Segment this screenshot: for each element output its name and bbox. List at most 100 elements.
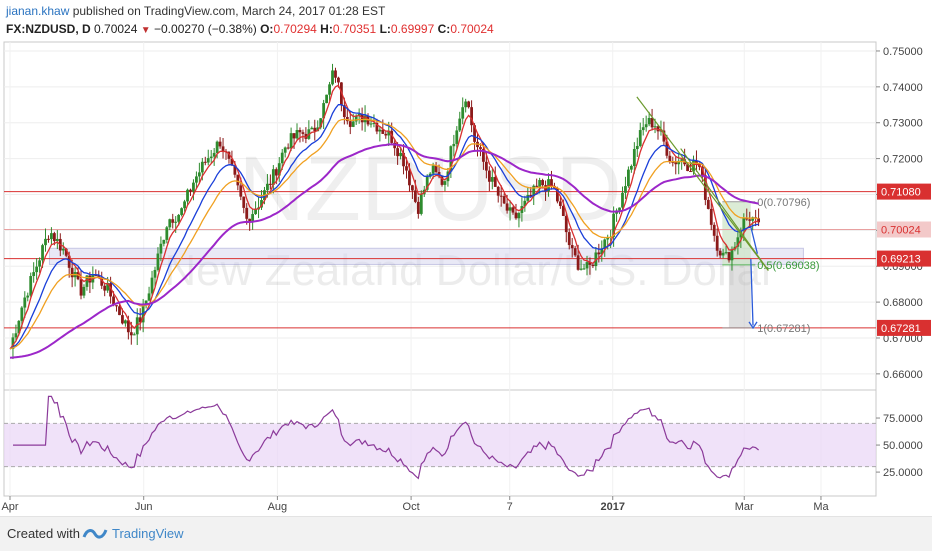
candle-body xyxy=(227,152,231,159)
candle-body xyxy=(61,248,65,251)
candle-body xyxy=(52,233,56,242)
candle-body xyxy=(298,130,302,133)
candle-body xyxy=(514,212,518,219)
candle-body xyxy=(153,269,157,278)
candle-body xyxy=(159,243,163,254)
candle-body xyxy=(378,129,382,132)
candle-body xyxy=(502,196,506,204)
candle-body xyxy=(97,275,101,277)
x-tick-label: Mar xyxy=(735,501,754,513)
candle-body xyxy=(100,276,104,286)
candle-body xyxy=(561,205,565,216)
candle-body xyxy=(529,194,533,197)
candle-body xyxy=(431,165,435,174)
candle-body xyxy=(624,186,627,193)
candle-body xyxy=(653,126,657,128)
high-value: 0.70351 xyxy=(332,22,377,36)
trendline-lower xyxy=(680,148,769,271)
candle-body xyxy=(274,169,278,176)
candle-body xyxy=(94,275,98,277)
candle-body xyxy=(310,127,314,130)
x-tick-label: Jun xyxy=(135,501,153,513)
candle-body xyxy=(375,122,379,132)
candle-body xyxy=(650,117,654,128)
candle-body xyxy=(109,283,113,297)
candle-body xyxy=(405,166,408,171)
candle-body xyxy=(748,219,752,221)
created-with-label: Created with xyxy=(7,526,80,541)
candle-body xyxy=(233,165,237,175)
candle-body xyxy=(47,238,50,240)
x-tick-label: Aug xyxy=(268,501,288,513)
candle-body xyxy=(718,250,722,256)
x-tick-label: 2017 xyxy=(600,501,624,513)
candle-body xyxy=(621,192,624,208)
candle-body xyxy=(452,143,456,147)
candle-body xyxy=(627,169,630,187)
candle-body xyxy=(730,249,734,261)
candle-body xyxy=(632,149,636,167)
candle-body xyxy=(112,296,115,306)
projection-arrow-2 xyxy=(750,259,754,326)
ema-fast-line xyxy=(9,84,759,350)
low-label: L: xyxy=(379,22,391,36)
candle-body xyxy=(600,249,604,255)
candle-body xyxy=(266,183,269,191)
author-link[interactable]: jianan.khaw xyxy=(6,4,70,18)
candle-body xyxy=(221,146,225,152)
low-value: 0.69997 xyxy=(390,22,435,36)
candle-body xyxy=(11,337,15,349)
candle-body xyxy=(351,121,355,127)
symbol-bar: FX:NZDUSD, D 0.70024 ▼ −0.00270 (−0.38%)… xyxy=(6,21,494,39)
footer: Created with TradingView xyxy=(0,516,932,551)
candle-body xyxy=(700,166,704,176)
candle-body xyxy=(289,133,293,149)
y-tick-label: 0.66000 xyxy=(883,369,923,381)
fib-level-label: 1(0.67281) xyxy=(757,323,810,335)
candle-body xyxy=(319,118,323,128)
candle-body xyxy=(535,185,539,187)
candle-body xyxy=(393,142,397,149)
candle-body xyxy=(484,161,488,171)
candle-body xyxy=(144,300,148,306)
open-value: 0.70294 xyxy=(273,22,317,36)
candle-body xyxy=(402,152,405,167)
candle-body xyxy=(721,252,725,256)
candle-body xyxy=(64,248,68,256)
candle-body xyxy=(239,185,243,197)
candle-body xyxy=(674,162,678,165)
candle-body xyxy=(35,266,39,273)
x-tick-label: Apr xyxy=(1,501,18,513)
candle-body xyxy=(458,118,462,131)
candle-body xyxy=(416,201,420,214)
candle-body xyxy=(665,141,669,156)
symbol-label[interactable]: FX:NZDUSD, D xyxy=(6,22,91,36)
price-label: 0.71080 xyxy=(881,187,921,199)
candle-body xyxy=(603,239,607,250)
candle-body xyxy=(79,279,83,296)
candle-body xyxy=(647,117,651,125)
candle-body xyxy=(76,272,80,280)
candle-body xyxy=(387,130,391,136)
candle-body xyxy=(369,123,373,125)
high-label: H: xyxy=(320,22,333,36)
arrow-head-icon xyxy=(748,321,758,330)
candle-body xyxy=(348,121,352,127)
candle-body xyxy=(511,207,515,213)
candle-body xyxy=(313,127,317,132)
candle-body xyxy=(174,221,178,223)
candle-body xyxy=(408,170,411,186)
x-tick-label: Oct xyxy=(403,501,420,513)
close-value: 0.70024 xyxy=(450,22,494,36)
candle-body xyxy=(195,176,198,183)
candle-body xyxy=(582,268,586,270)
candle-body xyxy=(411,185,414,191)
candle-body xyxy=(499,195,503,197)
candle-body xyxy=(413,190,417,202)
tradingview-link[interactable]: TradingView xyxy=(112,526,184,541)
current-price-label: 0.70024 xyxy=(881,224,921,236)
candle-body xyxy=(668,155,672,162)
candle-body xyxy=(147,293,151,301)
candle-body xyxy=(638,130,642,146)
candle-body xyxy=(41,245,44,261)
